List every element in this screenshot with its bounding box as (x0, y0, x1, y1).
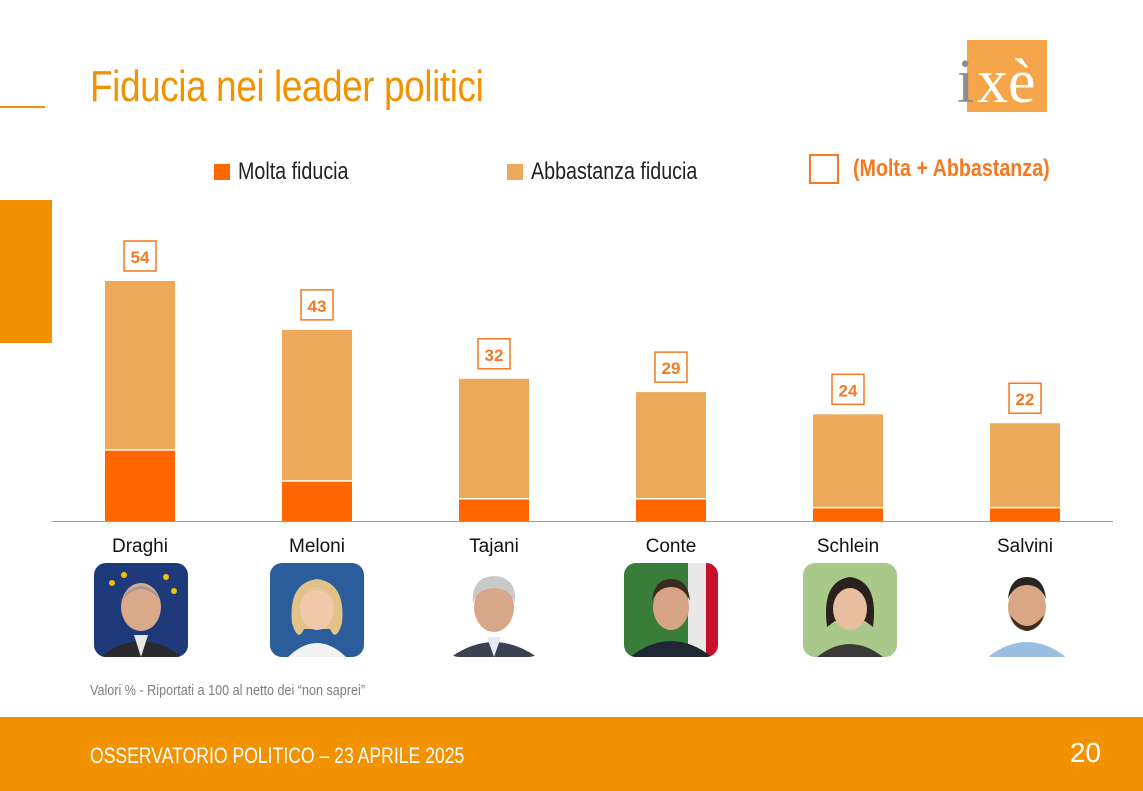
bar-molta-draghi (105, 449, 175, 521)
bar-abbastanza-tajani (459, 378, 529, 499)
photo-schlein (803, 563, 897, 657)
legend-item-molta: Molta fiducia (214, 155, 373, 189)
category-label-conte: Conte (645, 536, 697, 557)
total-box-conte (654, 351, 688, 383)
bar-abbastanza-meloni (282, 329, 352, 481)
category-label-tajani: Tajani (469, 536, 519, 557)
bar-abbastanza-schlein (813, 414, 883, 508)
accent-line (0, 106, 45, 108)
legend-swatch-molta (214, 164, 230, 180)
total-label-meloni: 43 (308, 297, 327, 316)
side-accent-block (0, 200, 52, 343)
bar-abbastanza-conte (636, 392, 706, 499)
footnote: Valori % - Riportati a 100 al netto dei … (90, 682, 366, 699)
total-box-meloni (300, 289, 334, 321)
photo-salvini (980, 563, 1074, 657)
legend-label-totale: (Molta + Abbastanza) (853, 155, 1050, 182)
category-label-schlein: Schlein (816, 536, 880, 557)
photo-tajani (447, 563, 541, 657)
photo-meloni (270, 563, 364, 657)
bar-molta-tajani (459, 498, 529, 521)
logo-letter-i: i (957, 48, 974, 114)
bar-abbastanza-salvini (990, 423, 1060, 508)
legend-swatch-abbastanza (507, 164, 523, 180)
photo-draghi (94, 563, 188, 657)
bar-molta-meloni (282, 481, 352, 521)
legend-label-molta: Molta fiducia (238, 158, 349, 185)
ixe-logo: i xè (955, 36, 1050, 116)
total-label-salvini: 22 (1016, 390, 1035, 409)
category-label-meloni: Meloni (289, 536, 345, 557)
total-label-schlein: 24 (839, 381, 858, 400)
legend-item-totale: (Molta + Abbastanza) (809, 152, 1093, 186)
legend-label-abbastanza: Abbastanza fiducia (531, 158, 698, 185)
total-box-draghi (123, 240, 157, 272)
category-label-salvini: Salvini (997, 536, 1053, 557)
category-label-draghi: Draghi (112, 536, 168, 557)
legend-box-totale (809, 154, 839, 184)
total-label-draghi: 54 (131, 248, 150, 267)
stacked-bar-chart: 54 43 32 29 24 22 (52, 240, 1113, 522)
bar-molta-conte (636, 498, 706, 521)
bar-molta-salvini (990, 507, 1060, 521)
legend-item-abbastanza: Abbastanza fiducia (507, 155, 734, 189)
bar-molta-schlein (813, 507, 883, 521)
photo-conte (624, 563, 718, 657)
total-label-tajani: 32 (485, 346, 504, 365)
page-number: 20 (1069, 737, 1101, 768)
total-box-schlein (831, 373, 865, 406)
total-label-conte: 29 (662, 359, 681, 378)
bar-abbastanza-draghi (105, 281, 175, 450)
footer-text: OSSERVATORIO POLITICO – 23 APRILE 2025 (90, 743, 465, 768)
footer-bar: OSSERVATORIO POLITICO – 23 APRILE 2025 2… (0, 717, 1143, 791)
total-box-tajani (477, 338, 511, 370)
logo-letters-xe: xè (977, 48, 1036, 114)
total-box-salvini (1008, 382, 1042, 414)
page-title: Fiducia nei leader politici (90, 62, 484, 111)
